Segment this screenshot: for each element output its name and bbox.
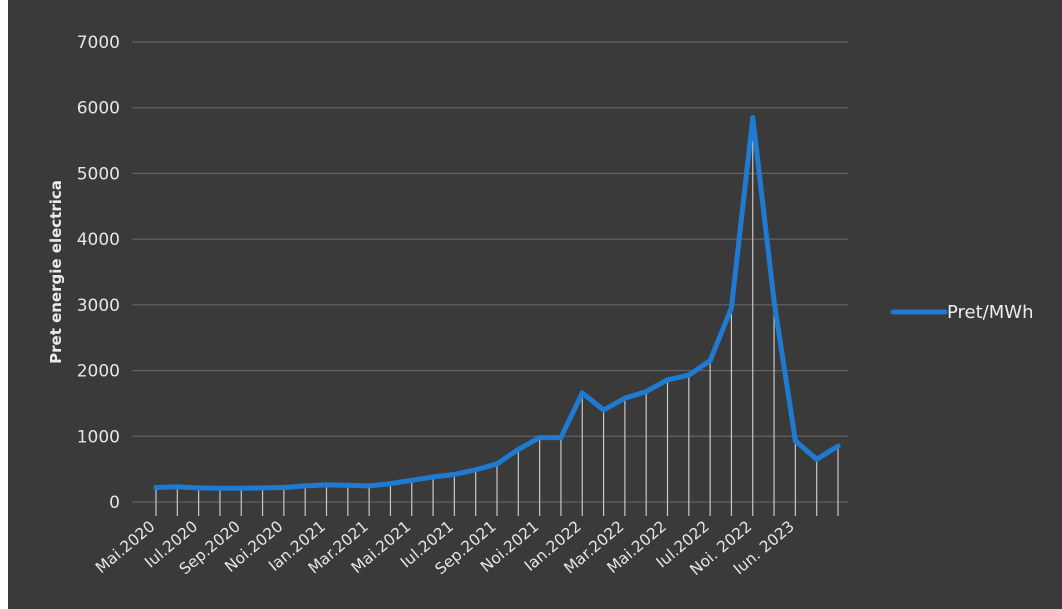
data-point	[707, 358, 713, 364]
data-point	[324, 482, 329, 488]
drop-lines	[155, 117, 839, 516]
gridlines	[132, 41, 848, 503]
data-point	[238, 485, 244, 491]
y-tick-label: 5000	[77, 164, 120, 184]
y-tick-label: 0	[109, 493, 120, 513]
data-point	[728, 305, 734, 311]
data-point	[579, 390, 585, 396]
data-point	[153, 485, 159, 491]
data-point	[430, 474, 436, 480]
data-point	[643, 389, 649, 395]
data-point	[473, 467, 479, 473]
data-point	[366, 483, 372, 489]
data-point	[302, 483, 308, 489]
y-tick-label: 6000	[77, 99, 120, 119]
data-point	[196, 485, 202, 491]
data-point	[686, 372, 692, 378]
data-point	[174, 484, 180, 490]
data-point	[387, 481, 393, 487]
x-tick-label: Mai.2020	[92, 517, 158, 577]
data-point	[771, 299, 777, 305]
data-point	[537, 435, 543, 441]
data-point	[260, 485, 266, 491]
y-tick-label: 1000	[77, 427, 120, 447]
y-tick-label: 3000	[77, 296, 120, 316]
data-point	[665, 377, 670, 383]
data-point	[622, 395, 628, 401]
data-point	[558, 435, 564, 441]
data-point	[494, 461, 500, 467]
y-tick-label: 2000	[77, 362, 120, 382]
data-point	[792, 438, 798, 444]
series-layer	[153, 115, 841, 491]
y-tick-label: 7000	[77, 33, 120, 53]
data-point	[601, 407, 607, 413]
data-point	[814, 456, 820, 462]
y-axis-title: Pret energie electrica	[47, 180, 65, 364]
x-axis-ticks: Mai.2020Iul.2020Sep.2020Noi.2020Ian.2021…	[92, 517, 798, 579]
data-point	[750, 115, 756, 121]
data-point	[281, 485, 287, 491]
data-point	[515, 446, 521, 452]
y-tick-label: 4000	[77, 230, 120, 250]
data-point	[345, 482, 351, 488]
data-point	[835, 443, 841, 449]
y-axis-ticks: 0 1000 2000 3000 4000 5000 6000 7000	[77, 33, 120, 513]
data-point	[451, 471, 457, 477]
data-point	[409, 477, 415, 483]
data-point	[217, 485, 223, 491]
legend-label-pret-mwh: Pret/MWh	[947, 302, 1033, 323]
legend: Pret/MWh	[890, 302, 1033, 323]
